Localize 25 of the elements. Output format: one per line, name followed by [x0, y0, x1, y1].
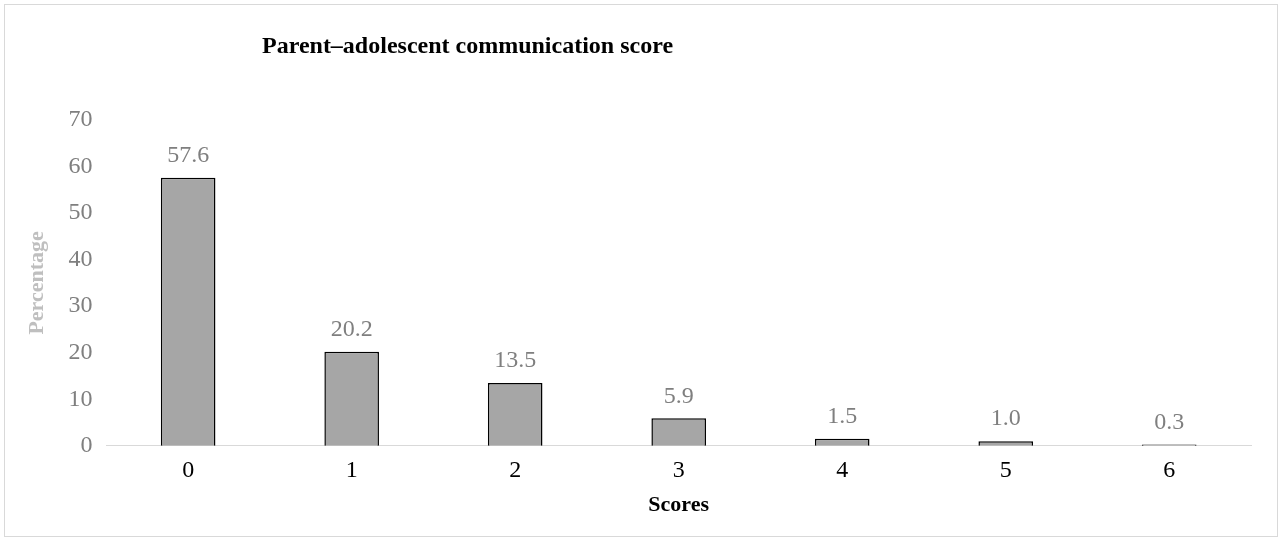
x-tick-label: 1	[345, 456, 358, 483]
data-label: 57.6	[167, 141, 210, 168]
data-label: 5.9	[663, 381, 694, 408]
data-label: 1.0	[990, 404, 1021, 431]
x-tick-label: 2	[509, 456, 522, 483]
data-label: 20.2	[330, 315, 373, 342]
y-tick-label: 40	[68, 244, 93, 271]
y-tick-label: 30	[68, 291, 93, 318]
data-label: 1.5	[827, 402, 858, 429]
x-tick-label: 0	[182, 456, 195, 483]
x-tick-label: 6	[1163, 456, 1176, 483]
y-tick-label: 20	[68, 338, 93, 365]
x-tick-label: 4	[836, 456, 849, 483]
data-label: 0.3	[1154, 407, 1185, 434]
y-tick-label: 70	[68, 105, 93, 132]
x-axis-title: Scores	[648, 491, 710, 517]
y-tick-label: 10	[68, 384, 93, 411]
x-tick-label: 5	[999, 456, 1012, 483]
data-label: 13.5	[494, 346, 537, 373]
y-tick-label: 0	[80, 431, 93, 458]
x-tick-label: 3	[672, 456, 685, 483]
chart-title: Parent–adolescent communication score	[262, 32, 674, 59]
y-tick-label: 60	[68, 151, 93, 178]
y-tick-label: 50	[68, 198, 93, 225]
y-axis-title: Percentage	[22, 230, 48, 335]
